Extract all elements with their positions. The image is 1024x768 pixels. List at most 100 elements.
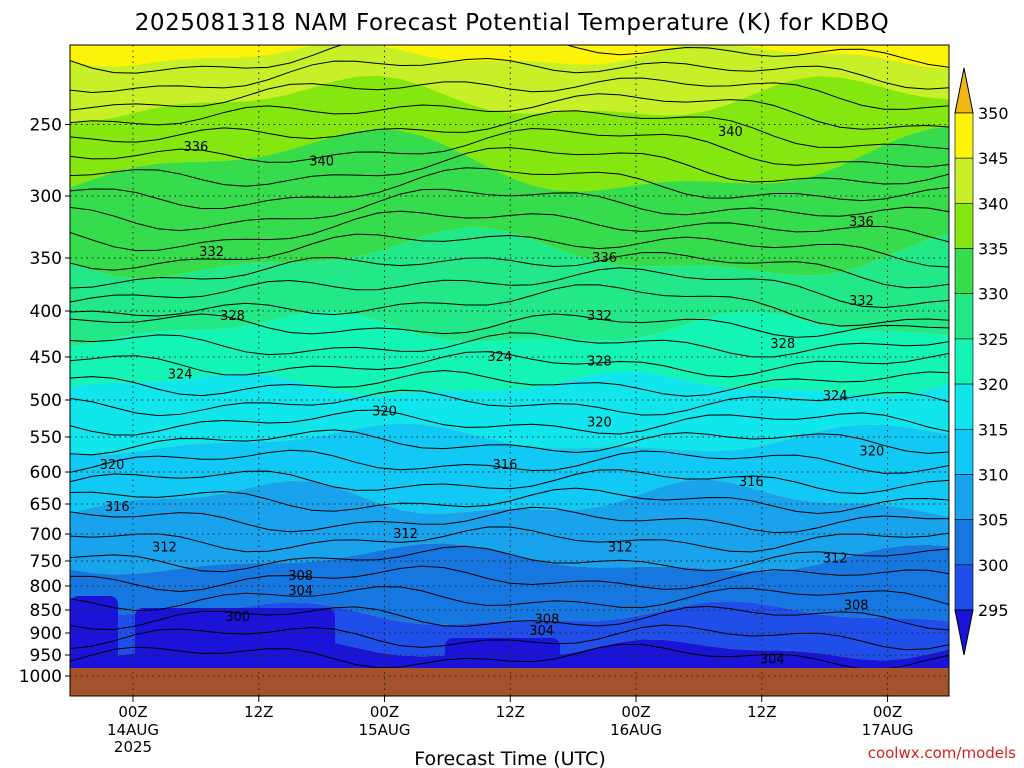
isotherm-label: 300 <box>225 610 250 625</box>
y-tick-label: 350 <box>30 249 62 269</box>
isotherm-line <box>70 487 949 514</box>
isotherm-label: 320 <box>372 404 397 419</box>
x-tick-sublabel: 2025 <box>114 738 152 756</box>
isotherm-line <box>70 210 949 252</box>
isotherm-label: 336 <box>849 215 874 230</box>
colorbar-label: 310 <box>978 465 1009 484</box>
isotherm-label: 328 <box>220 309 245 324</box>
x-tick-label: 12Z <box>244 703 273 721</box>
isotherm-label: 308 <box>288 569 313 584</box>
isotherm-line <box>70 389 949 417</box>
isotherm-label: 304 <box>288 584 313 599</box>
colorbar-segment <box>954 428 974 475</box>
ground-fill <box>70 668 949 696</box>
colorbar-segment <box>954 203 974 249</box>
y-tick-label: 500 <box>30 391 62 411</box>
temperature-band-7 <box>70 423 949 517</box>
temperature-band-4 <box>70 227 949 348</box>
x-tick-label: 00Z <box>370 703 399 721</box>
isotherm-line <box>70 351 949 378</box>
isotherm-label: 332 <box>849 294 874 309</box>
isotherm-label: 320 <box>587 416 612 431</box>
temperature-bands <box>70 45 949 696</box>
isotherm-label: 316 <box>493 458 518 473</box>
y-axis: 250 300 350 400 450 500 550 600 650 700 750 800 850 9… <box>19 116 70 687</box>
isotherm-label: 316 <box>105 500 130 515</box>
y-tick-label: 400 <box>30 302 62 322</box>
colorbar-segment <box>954 293 974 340</box>
colorbar-label: 330 <box>978 285 1009 304</box>
y-tick-label: 850 <box>30 601 62 621</box>
colorbar-max-arrow <box>954 67 974 114</box>
chart-title: 2025081318 NAM Forecast Potential Temper… <box>135 10 889 36</box>
colorbar-label: 305 <box>978 511 1009 530</box>
colorbar-label: 320 <box>978 375 1009 394</box>
isotherm-label: 304 <box>760 652 785 667</box>
colorbar-label: 345 <box>978 149 1009 168</box>
x-tick-label: 12Z <box>496 703 525 721</box>
temperature-band-0 <box>70 45 949 69</box>
isotherm-label: 316 <box>739 475 764 490</box>
isotherm-label: 324 <box>487 350 512 365</box>
x-tick-label: 00Z <box>873 703 902 721</box>
y-tick-label: 550 <box>30 428 62 448</box>
grid-lines <box>70 45 949 696</box>
y-tick-label: 750 <box>30 552 62 572</box>
isotherm-line <box>70 506 949 534</box>
colorbar-segment <box>954 157 974 204</box>
colorbar-label: 300 <box>978 556 1009 575</box>
colorbar-label: 340 <box>978 194 1009 213</box>
ground-terrain <box>70 668 949 696</box>
isotherm-label: 332 <box>587 309 612 324</box>
colorbar-label: 350 <box>978 104 1009 123</box>
x-tick-sublabel: 15AUG <box>359 721 411 739</box>
y-tick-label: 650 <box>30 495 62 515</box>
temperature-band-9 <box>70 543 949 625</box>
isotherm-line <box>70 233 949 271</box>
credit-link[interactable]: coolwx.com/models <box>868 744 1016 762</box>
isotherm-line <box>70 128 949 168</box>
colorbar-segment <box>954 519 974 566</box>
isotherm-line <box>70 605 949 631</box>
x-tick-label: 00Z <box>118 703 147 721</box>
colorbar-label: 315 <box>978 420 1009 439</box>
colorbar-segment <box>954 248 974 295</box>
colorbar-label: 295 <box>978 601 1009 620</box>
colorbar-segment <box>954 564 974 611</box>
isotherm-label: 336 <box>592 251 617 266</box>
colorbar-segment <box>954 383 974 430</box>
isotherm-label: 312 <box>823 551 848 566</box>
x-tick-sublabel: 16AUG <box>610 721 662 739</box>
colorbar-label: 335 <box>978 240 1009 259</box>
isotherm-line <box>70 526 949 553</box>
cold-pool-1 <box>135 608 335 668</box>
isotherm-line <box>70 429 949 456</box>
isotherm-line <box>70 147 949 187</box>
isotherm-label: 324 <box>168 368 193 383</box>
isotherm-line <box>70 469 949 495</box>
cold-pool-3 <box>690 658 790 668</box>
x-tick-label: 00Z <box>621 703 650 721</box>
cold-pool-0 <box>70 596 118 668</box>
colorbar: 350 345 340 335 330 325 320 315 310 305 300 295 <box>954 67 1009 656</box>
isotherm-label: 312 <box>152 541 177 556</box>
colorbar-segment <box>954 474 974 520</box>
y-tick-label: 450 <box>30 348 62 368</box>
isotherm-label: 340 <box>718 125 743 140</box>
y-tick-label: 800 <box>30 577 62 597</box>
colorbar-segment <box>954 112 974 159</box>
isotherm-label: 340 <box>309 155 334 170</box>
isotherm-line <box>70 332 949 358</box>
isotherm-label: 332 <box>199 245 224 260</box>
temperature-band-2 <box>70 75 949 192</box>
cold-pool-2 <box>445 638 560 668</box>
y-tick-label: 900 <box>30 624 62 644</box>
isotherm-label: 308 <box>844 598 869 613</box>
isotherm-label: 308 <box>535 612 560 627</box>
isotherm-label: 304 <box>529 624 554 639</box>
isotherm-label: 312 <box>393 527 418 542</box>
colorbar-label: 325 <box>978 330 1009 349</box>
temperature-band-1 <box>70 45 949 123</box>
